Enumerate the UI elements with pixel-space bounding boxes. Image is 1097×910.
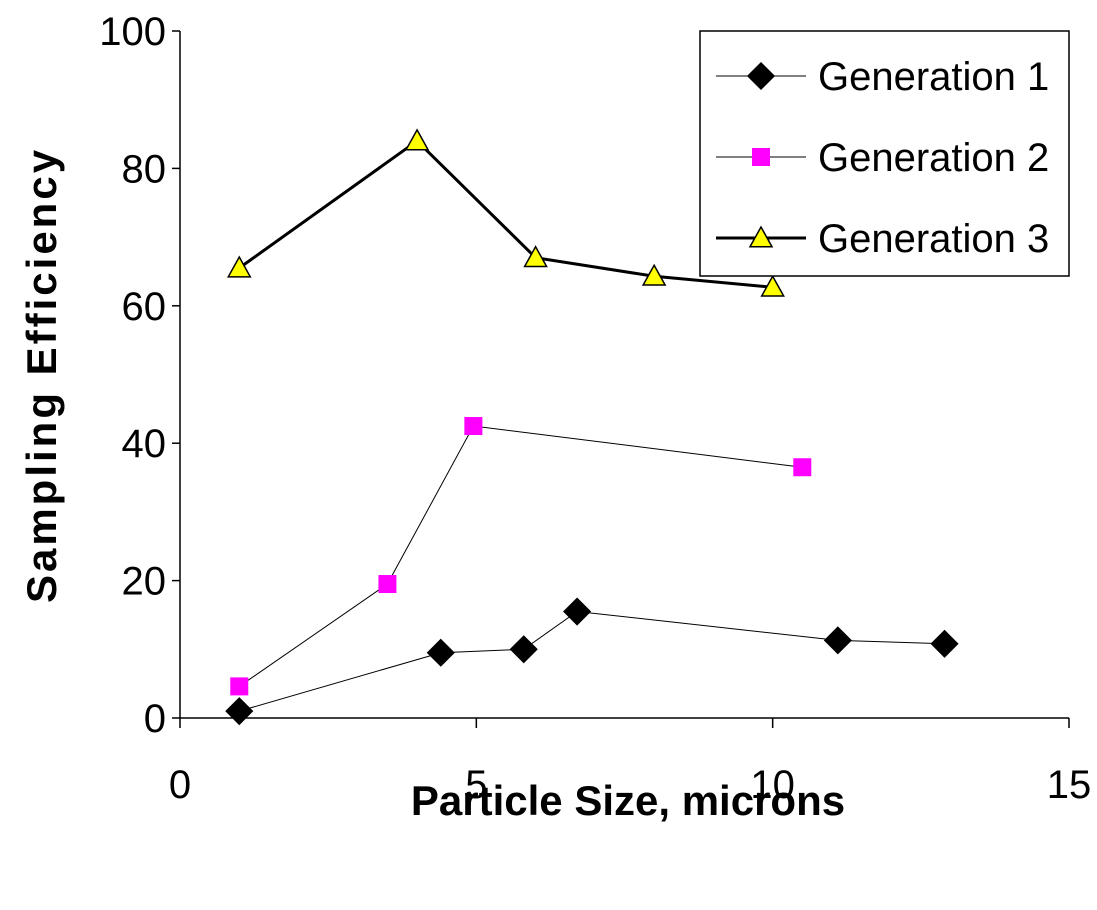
data-point [930,629,959,658]
series-1 [225,597,959,726]
legend-label: Generation 1 [818,55,1049,99]
data-point [226,255,252,278]
x-tick-label: 15 [1047,763,1092,807]
data-point [563,597,592,626]
legend-marker [746,61,776,91]
y-tick-label: 20 [122,560,167,604]
data-point [760,274,785,297]
series-2 [230,417,812,696]
legend-item: Generation 2 [716,136,1049,180]
data-point [378,575,397,594]
legend-label: Generation 3 [818,217,1049,261]
series-line [238,425,803,687]
y-axis-title: Sampling Efficiency [18,147,65,603]
legend-item: Generation 3 [716,217,1049,261]
legend-marker [748,225,774,248]
legend: Generation 1 Generation 2 Generation 3 [699,30,1070,277]
axes: 0 20 40 60 80 100 0 5 10 15 [99,10,1091,807]
x-tick-label: 0 [169,763,191,807]
data-point [823,626,852,655]
x-axis-title: Particle Size, microns [411,777,845,824]
data-point [641,263,667,286]
data-point [404,128,430,151]
legend-label: Generation 2 [818,136,1049,180]
y-tick-label: 60 [122,285,167,329]
data-point [426,638,455,667]
series-3 [226,128,785,297]
legend-item: Generation 1 [716,55,1049,99]
x-tick-label: 5 [465,763,487,807]
data-point [464,417,483,436]
data-point [523,245,548,268]
x-tick-label: 10 [750,763,795,807]
series-line [239,610,945,712]
data-point [509,635,538,664]
legend-marker [752,148,770,166]
y-tick-label: 100 [99,10,166,54]
y-tick-label: 80 [122,147,167,191]
data-point [793,458,812,477]
series-layer [225,128,959,726]
data-point [225,697,254,726]
y-tick-label: 0 [144,697,166,741]
data-point [230,677,249,696]
y-tick-label: 40 [122,422,167,466]
